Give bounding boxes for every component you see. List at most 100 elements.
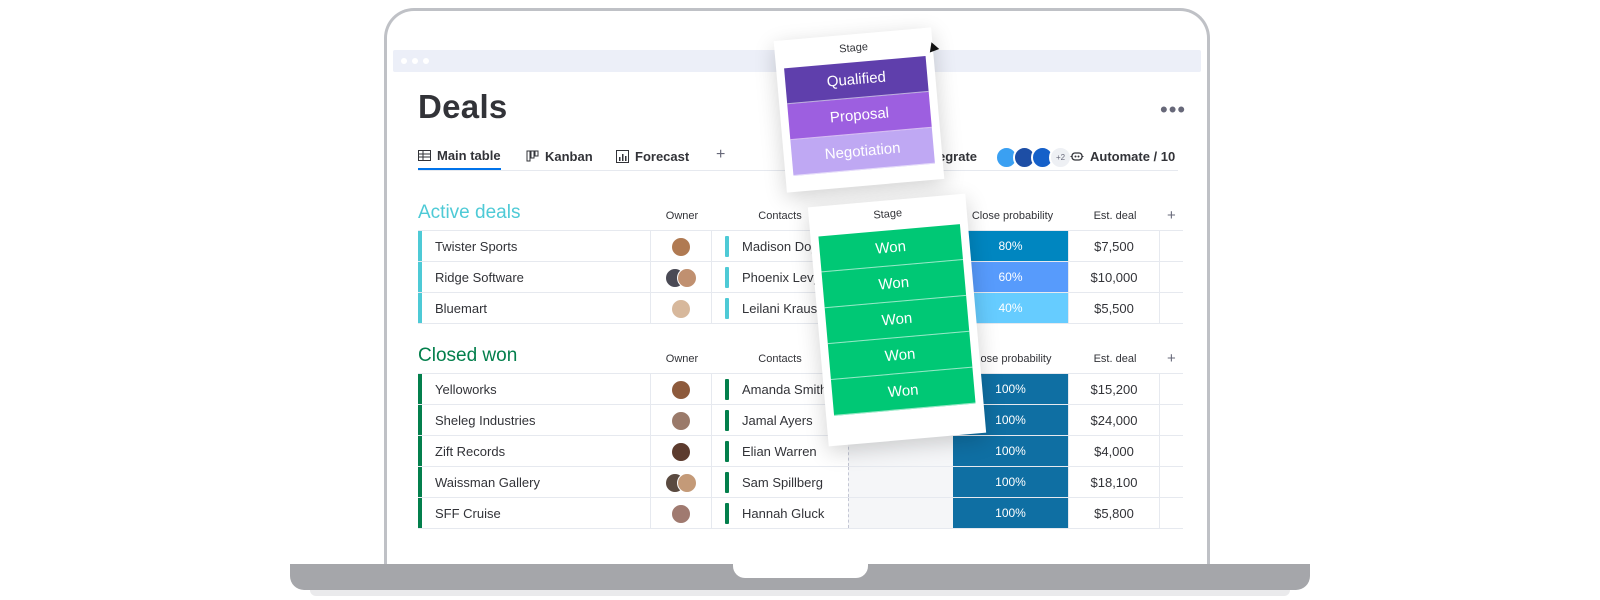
deal-name[interactable]: Yelloworks xyxy=(435,382,497,397)
deal-value[interactable]: $5,800 xyxy=(1068,498,1160,528)
stage-card-won[interactable]: Stage Won Won Won Won Won xyxy=(807,193,987,447)
probability-cell[interactable]: 80% xyxy=(953,231,1068,261)
owner-cell[interactable] xyxy=(650,467,712,497)
deal-value[interactable]: $24,000 xyxy=(1068,405,1160,435)
contact-name[interactable]: Elian Warren xyxy=(742,444,817,459)
active-deals-table: Twister Sports Madison Doy 80% $7,500 Ri… xyxy=(418,230,1183,324)
table-row[interactable]: Bluemart Leilani Krause 40% $5,500 xyxy=(418,293,1183,324)
automate-label: Automate / 10 xyxy=(1090,148,1176,164)
avatar xyxy=(677,473,697,493)
integration-icons[interactable]: +2 xyxy=(995,146,1072,169)
table-row[interactable]: Twister Sports Madison Doy 80% $7,500 xyxy=(418,231,1183,262)
group-title-active-deals[interactable]: Active deals xyxy=(418,202,521,223)
contact-color-bar xyxy=(725,472,729,493)
column-header-close-probability[interactable]: ose probability xyxy=(980,353,1052,365)
column-header-close-probability[interactable]: Close probability xyxy=(971,210,1054,222)
deal-name[interactable]: Waissman Gallery xyxy=(435,475,540,490)
tab-forecast[interactable]: Forecast xyxy=(616,143,689,169)
deal-value[interactable]: $4,000 xyxy=(1068,436,1160,466)
tab-label: Forecast xyxy=(635,148,690,164)
extra-integrations-count: +2 xyxy=(1049,146,1072,169)
deal-value[interactable]: $18,100 xyxy=(1068,467,1160,497)
contact-color-bar xyxy=(725,410,729,431)
contact-name[interactable]: Amanda Smith xyxy=(742,382,828,397)
add-view-button[interactable]: + xyxy=(716,146,726,163)
column-header-owner[interactable]: Owner xyxy=(665,353,699,365)
owner-cell[interactable] xyxy=(650,231,712,261)
owner-cell[interactable] xyxy=(650,293,712,323)
deal-name[interactable]: Zift Records xyxy=(435,444,506,459)
owner-cell[interactable] xyxy=(650,498,712,528)
probability-cell[interactable]: 100% xyxy=(953,498,1068,528)
contact-name[interactable]: Phoenix Levy xyxy=(742,270,821,285)
contact-name[interactable]: Madison Doy xyxy=(742,239,818,254)
owner-cell[interactable] xyxy=(650,405,712,435)
group-color-bar xyxy=(418,436,422,466)
closed-won-table: Yelloworks Amanda Smith 100% $15,200 She… xyxy=(418,373,1183,529)
tab-label: Kanban xyxy=(545,148,593,164)
column-header-est-deal[interactable]: Est. deal xyxy=(1093,353,1137,365)
table-row[interactable]: Ridge Software Phoenix Levy 60% $10,000 xyxy=(418,262,1183,293)
group-title-closed-won[interactable]: Closed won xyxy=(418,345,518,366)
page-title: Deals xyxy=(418,88,508,125)
group-color-bar xyxy=(418,405,422,435)
avatar xyxy=(671,504,691,524)
deal-value[interactable]: $7,500 xyxy=(1068,231,1160,261)
window-dots xyxy=(401,58,429,64)
table-row[interactable]: Waissman Gallery Sam Spillberg 100% $18,… xyxy=(418,467,1183,498)
tab-kanban[interactable]: Kanban xyxy=(526,143,593,169)
stage-card-pipeline[interactable]: Stage Qualified Proposal Negotiation xyxy=(773,27,945,193)
deal-name[interactable]: Sheleg Industries xyxy=(435,413,536,428)
group-color-bar xyxy=(418,374,422,404)
chart-icon xyxy=(616,149,629,163)
probability-cell[interactable]: 100% xyxy=(953,467,1068,497)
column-header-owner[interactable]: Owner xyxy=(665,210,699,222)
tab-main-table[interactable]: Main table xyxy=(418,143,501,170)
table-row[interactable]: Yelloworks Amanda Smith 100% $15,200 xyxy=(418,374,1183,405)
more-options-icon[interactable]: ••• xyxy=(1160,97,1187,122)
avatar xyxy=(671,442,691,462)
table-row[interactable]: Zift Records Elian Warren 100% $4,000 xyxy=(418,436,1183,467)
laptop-base-shadow xyxy=(310,590,1290,596)
stage-drop-cell[interactable] xyxy=(848,467,955,497)
group-color-bar xyxy=(418,467,422,497)
laptop-notch xyxy=(733,564,868,578)
avatar xyxy=(671,237,691,257)
stage-drop-cell[interactable] xyxy=(848,498,955,528)
group-color-bar xyxy=(418,293,422,323)
column-header-contacts[interactable]: Contacts xyxy=(758,210,802,222)
contact-color-bar xyxy=(725,267,729,288)
owner-cell[interactable] xyxy=(650,262,712,292)
deal-value[interactable]: $5,500 xyxy=(1068,293,1160,323)
deal-value[interactable]: $15,200 xyxy=(1068,374,1160,404)
avatar xyxy=(671,411,691,431)
table-row[interactable]: SFF Cruise Hannah Gluck 100% $5,800 xyxy=(418,498,1183,529)
contact-name[interactable]: Jamal Ayers xyxy=(742,413,813,428)
add-column-button[interactable]: + xyxy=(1167,207,1176,224)
owner-cell[interactable] xyxy=(650,374,712,404)
contact-name[interactable]: Sam Spillberg xyxy=(742,475,823,490)
contact-color-bar xyxy=(725,503,729,524)
integrate-button[interactable]: egrate xyxy=(938,143,977,169)
deal-name[interactable]: SFF Cruise xyxy=(435,506,501,521)
column-header-contacts[interactable]: Contacts xyxy=(758,353,802,365)
contact-name[interactable]: Leilani Krause xyxy=(742,301,825,316)
probability-cell[interactable]: 100% xyxy=(953,436,1068,466)
tab-label: Main table xyxy=(437,148,501,163)
contact-color-bar xyxy=(725,298,729,319)
avatar xyxy=(677,268,697,288)
contact-name[interactable]: Hannah Gluck xyxy=(742,506,825,521)
deal-value[interactable]: $10,000 xyxy=(1068,262,1160,292)
avatar xyxy=(671,299,691,319)
contact-color-bar xyxy=(725,441,729,462)
deal-name[interactable]: Bluemart xyxy=(435,301,488,316)
add-column-button[interactable]: + xyxy=(1167,350,1176,367)
owner-cell[interactable] xyxy=(650,436,712,466)
table-row[interactable]: Sheleg Industries Jamal Ayers 100% $24,0… xyxy=(418,405,1183,436)
column-header-est-deal[interactable]: Est. deal xyxy=(1093,210,1137,222)
deal-name[interactable]: Twister Sports xyxy=(435,239,518,254)
column-header-stage: Stage xyxy=(872,207,903,222)
automate-button[interactable]: Automate / 10 xyxy=(1070,143,1175,169)
integrate-label: egrate xyxy=(938,148,978,164)
deal-name[interactable]: Ridge Software xyxy=(435,270,524,285)
